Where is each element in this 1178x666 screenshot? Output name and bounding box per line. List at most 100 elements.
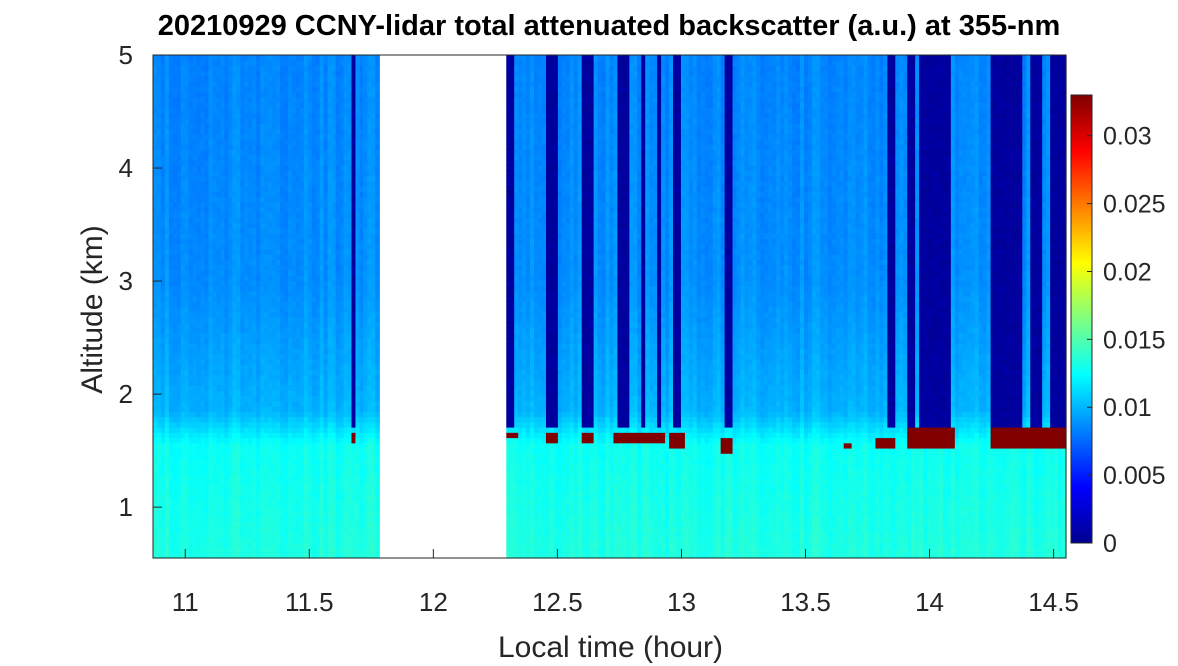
heatmap-cell xyxy=(160,159,166,166)
heatmap-cell xyxy=(212,468,218,475)
heatmap-cell xyxy=(291,332,297,339)
heatmap-cell xyxy=(311,337,317,344)
heatmap-cell xyxy=(240,437,245,444)
heatmap-cell xyxy=(248,484,253,491)
heatmap-cell xyxy=(160,552,166,559)
heatmap-cell xyxy=(351,332,357,339)
heatmap-cell xyxy=(172,458,178,465)
heatmap-cell xyxy=(339,437,345,444)
heatmap-cell xyxy=(204,180,210,187)
heatmap-cell xyxy=(295,379,301,386)
heatmap-cell xyxy=(236,400,241,407)
heatmap-cell xyxy=(280,489,285,496)
heatmap-cell xyxy=(311,327,317,334)
heatmap-cell xyxy=(291,206,297,213)
heatmap-cell xyxy=(323,264,329,271)
heatmap-cell xyxy=(264,154,269,161)
heatmap-cell xyxy=(153,337,158,344)
heatmap-cell xyxy=(264,290,269,297)
heatmap-cell xyxy=(232,117,237,124)
heatmap-cell xyxy=(200,364,206,370)
heatmap-cell xyxy=(287,238,293,245)
heatmap-cell xyxy=(200,233,206,239)
heatmap-cell xyxy=(204,60,210,67)
heatmap-cell xyxy=(200,60,206,67)
heatmap-cell xyxy=(323,269,329,276)
heatmap-cell xyxy=(284,547,289,554)
heatmap-cell xyxy=(299,442,305,449)
heatmap-cell xyxy=(295,364,301,370)
heatmap-cell xyxy=(228,406,233,412)
heatmap-cell xyxy=(248,296,253,302)
heatmap-cell xyxy=(264,385,269,391)
heatmap-cell xyxy=(315,243,321,250)
heatmap-cell xyxy=(315,238,321,245)
heatmap-cell xyxy=(180,280,186,287)
heatmap-cell xyxy=(192,442,198,449)
heatmap-cell xyxy=(315,175,321,182)
heatmap-cell xyxy=(188,112,194,119)
heatmap-cell xyxy=(164,453,170,460)
heatmap-cell xyxy=(240,75,245,82)
heatmap-cell xyxy=(327,180,333,187)
heatmap-cell xyxy=(208,343,214,350)
heatmap-cell xyxy=(339,70,345,77)
heatmap-cell xyxy=(184,222,190,229)
heatmap-cell xyxy=(303,212,309,219)
heatmap-cell xyxy=(192,185,198,192)
heatmap-cell xyxy=(315,259,321,266)
heatmap-cell xyxy=(319,479,325,486)
heatmap-cell xyxy=(196,327,202,334)
heatmap-cell xyxy=(216,285,222,292)
heatmap-cell xyxy=(240,154,245,161)
heatmap-cell xyxy=(347,411,353,418)
heatmap-cell xyxy=(188,552,194,559)
heatmap-cell xyxy=(287,102,293,108)
heatmap-cell xyxy=(180,196,186,203)
heatmap-cell xyxy=(216,201,222,208)
heatmap-cell xyxy=(256,96,261,103)
heatmap-cell xyxy=(343,379,349,386)
heatmap-cell xyxy=(355,75,361,82)
heatmap-cell xyxy=(311,437,317,444)
heatmap-cell xyxy=(311,296,317,302)
heatmap-cell xyxy=(315,107,321,114)
heatmap-cell xyxy=(164,175,170,182)
heatmap-cell xyxy=(268,343,273,350)
heatmap-cell xyxy=(351,70,357,77)
heatmap-cell xyxy=(287,474,293,481)
heatmap-cell xyxy=(164,468,170,475)
heatmap-cell xyxy=(315,484,321,491)
heatmap-cell xyxy=(232,416,237,423)
heatmap-cell xyxy=(311,495,317,501)
heatmap-cell xyxy=(303,191,309,198)
heatmap-cell xyxy=(287,442,293,449)
heatmap-cell xyxy=(307,322,313,329)
heatmap-cell xyxy=(180,489,186,496)
heatmap-cell xyxy=(153,547,158,554)
heatmap-cell xyxy=(299,280,305,287)
heatmap-cell xyxy=(220,91,226,98)
heatmap-cell xyxy=(184,296,190,302)
heatmap-cell xyxy=(264,222,269,229)
heatmap-cell xyxy=(212,327,218,334)
heatmap-cell xyxy=(228,364,233,370)
heatmap-cell xyxy=(212,526,218,533)
heatmap-cell xyxy=(256,432,261,439)
heatmap-cell xyxy=(331,364,337,370)
heatmap-cell xyxy=(192,60,198,67)
heatmap-cell xyxy=(156,437,162,444)
heatmap-cell xyxy=(351,369,357,376)
heatmap-cell xyxy=(347,170,353,177)
heatmap-cell xyxy=(248,159,253,166)
heatmap-cell xyxy=(284,343,289,350)
heatmap-cell xyxy=(164,144,170,150)
heatmap-cell xyxy=(212,280,218,287)
heatmap-cell xyxy=(291,432,297,439)
heatmap-cell xyxy=(347,479,353,486)
heatmap-cell xyxy=(343,327,349,334)
heatmap-cell xyxy=(307,316,313,323)
heatmap-cell xyxy=(256,385,261,391)
heatmap-cell xyxy=(311,463,317,470)
heatmap-cell xyxy=(164,243,170,250)
